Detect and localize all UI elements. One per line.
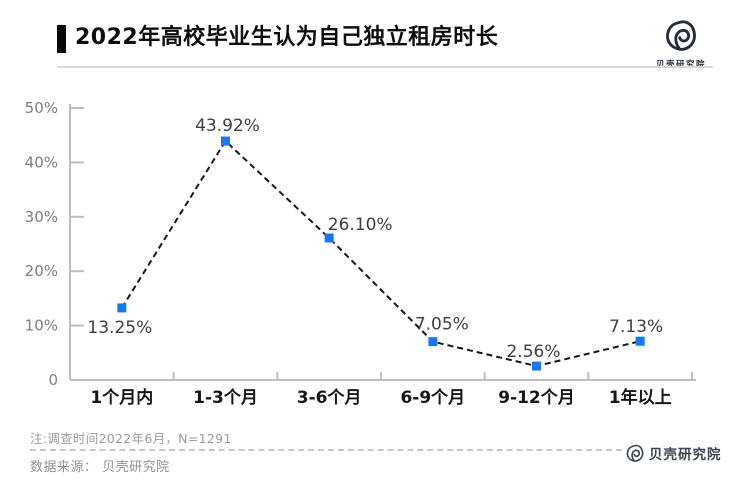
data-source: 数据来源： 贝壳研究院	[30, 460, 170, 475]
title-accent-bar	[57, 25, 66, 53]
x-axis-label: 9-12个月	[498, 387, 575, 408]
data-point-marker	[221, 136, 230, 146]
data-point-label: 43.92%	[195, 116, 260, 136]
data-point-label: 13.25%	[87, 318, 152, 338]
brand-logo-bottom: 贝壳研究院	[626, 443, 722, 463]
y-tick-label: 10%	[25, 317, 58, 335]
chart-note: 注:调查时间2022年6月，N=1291	[30, 431, 232, 446]
x-axis-label: 6-9个月	[400, 387, 465, 408]
data-point-marker	[635, 336, 645, 346]
brand-logo-top: 贝壳研究院	[650, 19, 712, 70]
brand-name-bottom: 贝壳研究院	[649, 447, 722, 463]
data-point-label: 26.10%	[328, 215, 393, 235]
chart-title: 2022年高校毕业生认为自己独立租房时长	[75, 25, 499, 50]
data-point-marker	[428, 337, 438, 347]
brand-name-top: 贝壳研究院	[655, 60, 706, 70]
footer-divider	[30, 449, 622, 451]
x-axis-label: 1个月内	[90, 387, 153, 408]
y-tick-label: 20%	[25, 262, 58, 280]
y-tick-label: 30%	[25, 208, 58, 226]
data-point-marker	[324, 233, 334, 243]
data-point-label: 2.56%	[506, 342, 560, 362]
y-tick-label: 50%	[25, 99, 58, 117]
data-line	[120, 139, 641, 368]
y-tick-label: 40%	[25, 153, 58, 171]
data-point-label: 7.13%	[609, 317, 663, 337]
data-point-marker	[532, 361, 541, 371]
x-axis-label: 1年以上	[609, 387, 672, 408]
y-tick-label: 0	[48, 371, 58, 389]
x-axis-label: 1-3个月	[193, 387, 258, 408]
x-axis-label: 3-6个月	[297, 387, 362, 408]
data-point-marker	[117, 303, 127, 313]
data-point-label: 7.05%	[415, 315, 469, 335]
header-divider	[57, 66, 713, 68]
beike-shell-icon	[626, 444, 644, 462]
